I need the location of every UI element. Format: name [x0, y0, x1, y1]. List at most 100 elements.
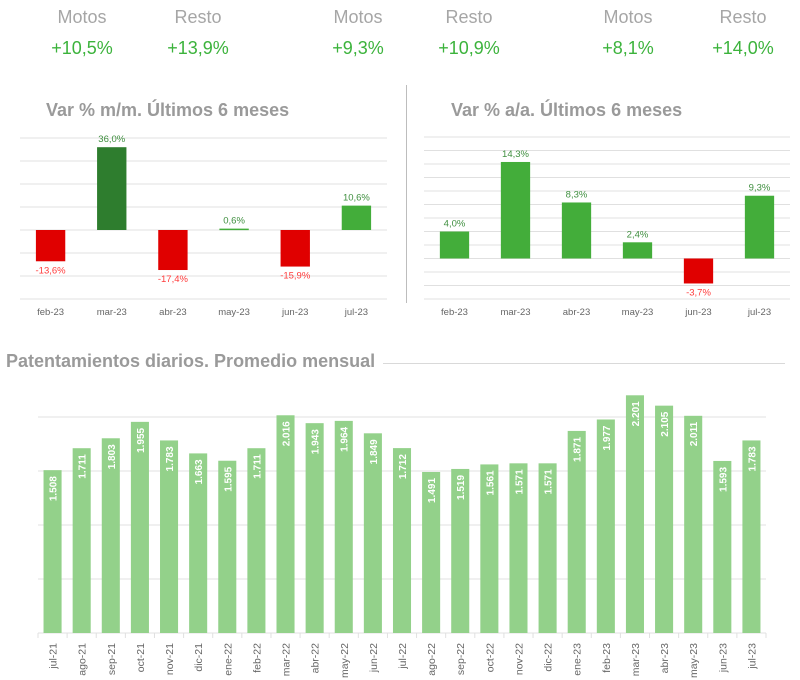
x-tick-label: ago-22 — [426, 643, 438, 676]
x-tick-label: sep-21 — [106, 643, 118, 675]
kpi-motos-2: Motos +9,3% — [298, 7, 418, 58]
bar — [480, 464, 499, 633]
data-label: 1.783 — [165, 446, 176, 471]
kpi-value: +13,9% — [167, 38, 229, 58]
x-tick-label: ene-22 — [222, 643, 234, 676]
x-tick-label: sep-22 — [455, 643, 467, 675]
x-tick-label: jul-22 — [397, 643, 409, 670]
chart-title-mm: Var % m/m. Últimos 6 meses — [46, 100, 290, 120]
x-tick-label: jun-22 — [368, 643, 380, 673]
bar — [713, 460, 732, 633]
x-tick-label: nov-21 — [164, 643, 176, 675]
data-label: 1.561 — [485, 470, 496, 495]
bar — [567, 430, 586, 633]
x-tick-label: abr-23 — [563, 307, 590, 318]
x-tick-label: dic-22 — [543, 643, 555, 672]
data-label: 2.201 — [631, 401, 642, 426]
x-tick-label: jul-23 — [747, 307, 771, 318]
x-tick-label: may-23 — [622, 307, 654, 318]
bar — [247, 448, 266, 633]
data-label: 1.783 — [747, 446, 758, 471]
kpi-value: +9,3% — [332, 38, 384, 58]
data-label: 1.571 — [544, 469, 555, 494]
x-tick-label: oct-22 — [484, 643, 496, 672]
data-label: -3,7% — [686, 287, 711, 298]
bar — [130, 421, 149, 633]
bar — [655, 405, 674, 633]
kpi-resto-2: Resto +10,9% — [409, 7, 529, 58]
bar — [305, 423, 324, 633]
bar — [509, 463, 528, 633]
data-label: 1.849 — [369, 439, 380, 464]
bar — [43, 470, 62, 633]
bar — [392, 448, 412, 633]
kpi-label: Resto — [719, 7, 767, 27]
data-label: 14,3% — [502, 149, 529, 160]
x-tick-label: feb-23 — [441, 307, 468, 318]
data-label: 8,3% — [566, 189, 588, 200]
bar — [276, 415, 295, 633]
x-tick-label: feb-23 — [601, 643, 613, 673]
chart-divider — [406, 85, 407, 303]
bar — [538, 463, 557, 633]
bar — [561, 202, 592, 259]
chart-title-daily: Patentamientos diarios. Promedio mensual — [6, 351, 376, 371]
data-label: 1.508 — [49, 476, 60, 501]
data-label: 10,6% — [343, 193, 370, 204]
data-label: 1.943 — [311, 429, 322, 454]
bar — [72, 448, 91, 633]
x-tick-label: jul-21 — [48, 643, 60, 670]
data-label: 1.711 — [252, 454, 263, 479]
kpi-value: +14,0% — [712, 38, 774, 58]
bar — [97, 147, 127, 230]
x-tick-label: abr-22 — [310, 643, 322, 674]
kpi-label: Resto — [445, 7, 493, 27]
x-tick-label: dic-21 — [193, 643, 205, 672]
bar — [683, 258, 714, 284]
bar — [684, 415, 703, 633]
data-label: 1.491 — [427, 478, 438, 503]
kpi-value: +10,5% — [51, 38, 113, 58]
data-label: 2,4% — [627, 229, 649, 240]
x-tick-label: ene-23 — [572, 643, 584, 676]
x-tick-label: mar-22 — [281, 643, 293, 676]
x-tick-label: oct-21 — [135, 643, 147, 672]
kpi-value: +10,9% — [438, 38, 500, 58]
kpi-value: +8,1% — [602, 38, 654, 58]
bar — [189, 453, 208, 633]
data-label: 2.016 — [282, 421, 293, 446]
kpi-motos-3: Motos +8,1% — [568, 7, 688, 58]
data-label: 1.571 — [514, 469, 525, 494]
kpi-label: Motos — [57, 7, 107, 27]
data-label: 1.663 — [194, 459, 205, 484]
data-label: 36,0% — [98, 134, 125, 145]
data-label: 2.105 — [660, 411, 671, 436]
x-tick-label: feb-23 — [37, 307, 64, 318]
kpi-label: Motos — [603, 7, 653, 27]
x-tick-label: feb-22 — [251, 643, 263, 673]
bar — [218, 460, 237, 633]
data-label: -17,4% — [158, 274, 189, 285]
x-tick-label: jun-23 — [717, 643, 729, 673]
bar — [334, 420, 353, 633]
x-tick-label: jul-23 — [344, 307, 368, 318]
bar — [363, 433, 382, 633]
data-label: 0,6% — [223, 216, 245, 227]
data-label: -13,6% — [36, 265, 67, 276]
bar — [101, 438, 120, 633]
x-tick-label: ago-21 — [77, 643, 89, 676]
x-tick-label: mar-23 — [630, 643, 642, 676]
data-label: 1.955 — [136, 427, 147, 452]
x-tick-label: may-22 — [339, 643, 351, 678]
bar — [742, 440, 761, 633]
x-tick-label: jun-23 — [281, 307, 308, 318]
x-tick-label: may-23 — [688, 643, 700, 678]
bar — [596, 419, 615, 633]
bar — [160, 440, 179, 633]
x-tick-label: mar-23 — [500, 307, 530, 318]
bar — [280, 230, 310, 267]
x-tick-label: mar-23 — [97, 307, 127, 318]
data-label: 1.593 — [718, 467, 729, 492]
chart-title-aa: Var % a/a. Últimos 6 meses — [451, 100, 683, 120]
